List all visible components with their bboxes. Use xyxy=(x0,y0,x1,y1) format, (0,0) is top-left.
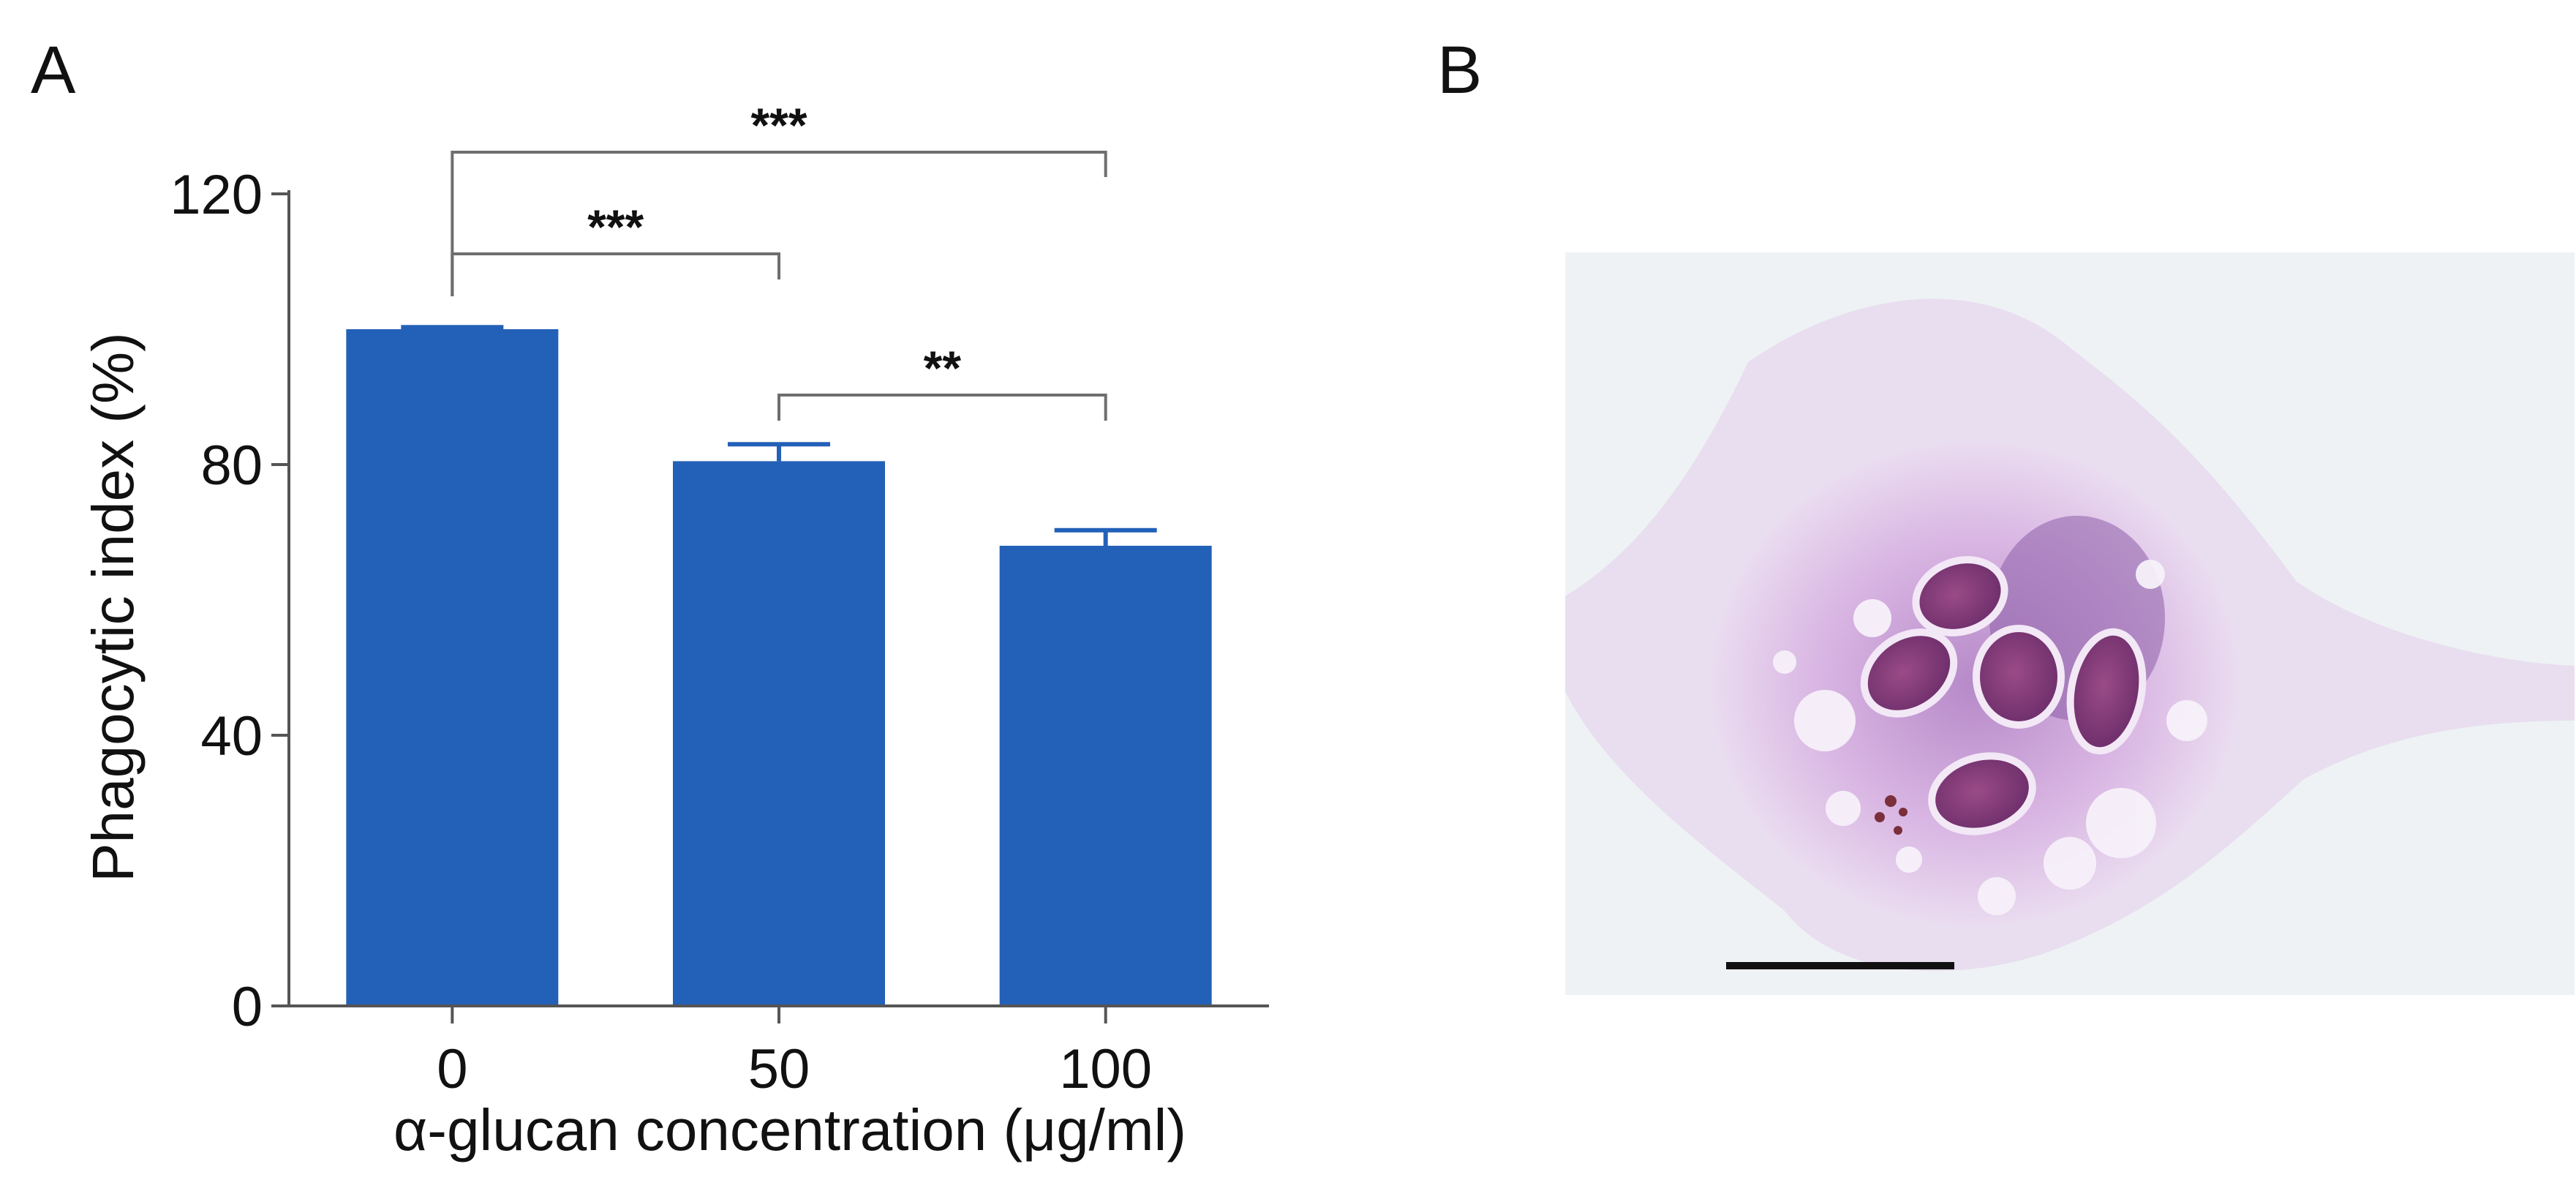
panel-label-b: B xyxy=(1437,33,1483,108)
bracket-label-0-100: *** xyxy=(750,98,807,152)
bars-layer xyxy=(346,325,1212,1006)
bracket-50-100 xyxy=(777,394,1107,421)
y-tick-label-40: 40 xyxy=(200,705,263,767)
bracket-0-50 xyxy=(451,252,780,296)
y-tick-label-120: 120 xyxy=(170,164,263,226)
stained-macrophage-micrograph xyxy=(1565,252,2575,995)
bar-100 xyxy=(999,546,1212,1006)
y-axis-label: Phagocytic index (%) xyxy=(80,332,146,882)
x-tick-label-0: 0 xyxy=(437,1038,467,1100)
axis-layer: 0 40 80 120 0 50 100 xyxy=(170,164,1269,1100)
panel-label-a: A xyxy=(31,33,76,108)
bar-50 xyxy=(673,461,885,1006)
bracket-label-0-50: *** xyxy=(587,200,644,254)
bar-0 xyxy=(346,329,559,1006)
bracket-label-50-100: ** xyxy=(924,341,962,395)
significance-brackets: ******** xyxy=(451,98,1107,421)
y-tick-label-80: 80 xyxy=(200,435,263,497)
x-tick-label-50: 50 xyxy=(748,1038,810,1100)
x-axis-label: α-glucan concentration (μg/ml) xyxy=(393,1097,1186,1162)
y-tick-label-0: 0 xyxy=(232,976,263,1038)
x-tick-label-100: 100 xyxy=(1059,1038,1152,1100)
bracket-0-100 xyxy=(451,151,1107,296)
